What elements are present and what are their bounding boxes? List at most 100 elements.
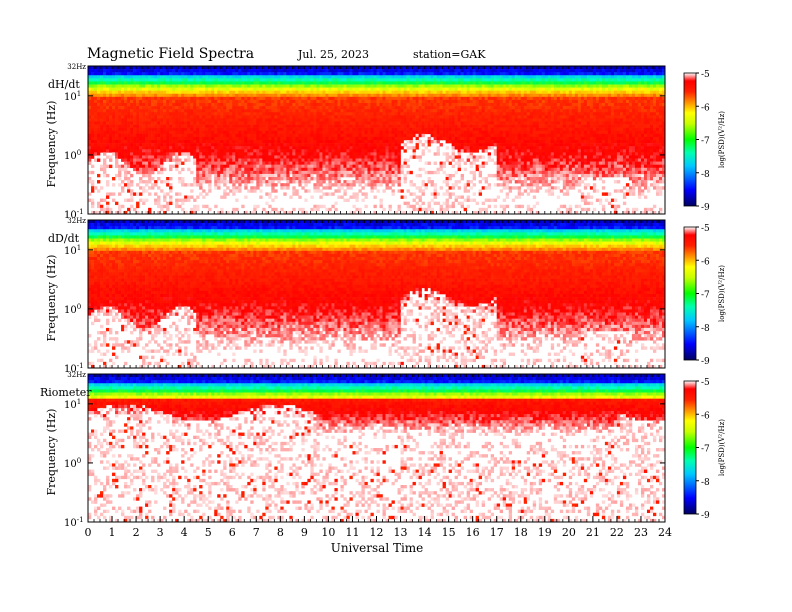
spectrogram-cell	[364, 118, 368, 122]
spectrogram-cell	[334, 161, 338, 165]
spectrogram-cell	[148, 115, 152, 119]
spectrogram-cell	[106, 146, 110, 150]
spectrogram-cell	[283, 152, 287, 156]
spectrogram-cell	[343, 124, 347, 128]
spectrogram-cell	[220, 177, 224, 181]
spectrogram-cell	[259, 84, 263, 88]
spectrogram-cell	[193, 78, 197, 82]
spectrogram-cell	[328, 207, 332, 212]
spectrogram-cell	[349, 96, 353, 101]
spectrogram-cell	[223, 121, 227, 125]
spectrogram-cell	[181, 124, 185, 128]
spectrogram-cell	[346, 186, 350, 190]
spectrogram-cell	[130, 158, 134, 162]
spectrogram-cell	[220, 124, 224, 128]
spectrogram-cell	[325, 81, 329, 85]
spectrogram-cell	[127, 164, 131, 169]
spectrogram-cell	[457, 81, 461, 85]
spectrogram-cell	[220, 115, 224, 119]
spectrogram-cell	[367, 177, 371, 181]
spectrogram-cell	[283, 164, 287, 169]
spectrogram-cell	[394, 103, 398, 107]
spectrogram-cell	[331, 112, 335, 116]
spectrogram-cell	[388, 109, 392, 113]
spectrogram-cell	[364, 195, 368, 199]
spectrogram-cell	[199, 158, 203, 162]
spectrogram-cell	[142, 81, 146, 85]
spectrogram-cell	[202, 109, 206, 113]
spectrogram-cell	[247, 189, 251, 193]
spectrogram-cell	[385, 121, 389, 125]
spectrogram-cell	[340, 75, 344, 79]
spectrogram-cell	[463, 189, 467, 193]
spectrogram-cell	[409, 204, 413, 209]
spectrogram-cell	[211, 155, 215, 159]
spectrogram-cell	[289, 87, 293, 91]
spectrogram-cell	[232, 72, 236, 76]
spectrogram-cell	[157, 75, 161, 79]
spectrogram-cell	[298, 170, 302, 175]
spectrogram-cell	[394, 106, 398, 110]
spectrogram-cell	[385, 177, 389, 181]
spectrogram-cell	[238, 109, 242, 113]
spectrogram-cell	[187, 183, 191, 187]
spectrogram-cell	[307, 115, 311, 119]
spectrogram-cell	[301, 127, 305, 132]
spectrogram-cell	[439, 75, 443, 79]
spectrogram-cell	[310, 66, 314, 70]
spectrogram-cell	[469, 72, 473, 76]
spectrogram-cell	[469, 164, 473, 169]
spectrogram-cell	[265, 121, 269, 125]
spectrogram-cell	[253, 189, 257, 193]
spectrogram-cell	[391, 87, 395, 91]
spectrogram-cell	[307, 78, 311, 82]
spectrogram-cell	[304, 173, 308, 178]
spectrogram-cell	[121, 152, 125, 156]
spectrogram-cell	[106, 124, 110, 128]
spectrogram-cell	[136, 124, 140, 128]
spectrogram-cell	[400, 103, 404, 107]
spectrogram-cell	[373, 121, 377, 125]
spectrogram-cell	[451, 133, 455, 138]
spectrogram-cell	[301, 155, 305, 159]
spectrogram-cell	[199, 167, 203, 172]
spectrogram-cell	[160, 115, 164, 119]
spectrogram-cell	[202, 143, 206, 147]
spectrogram-cell	[352, 93, 356, 98]
spectrogram-cell	[424, 130, 428, 135]
spectrogram-cell	[118, 109, 122, 113]
spectrogram-cell	[445, 183, 449, 187]
spectrogram-cell	[211, 146, 215, 150]
spectrogram-cell	[400, 115, 404, 119]
spectrogram-cell	[169, 115, 173, 119]
spectrogram-cell	[91, 136, 95, 141]
spectrogram-cell	[442, 96, 446, 101]
spectrogram-cell	[262, 177, 266, 181]
spectrogram-cell	[391, 66, 395, 70]
spectrogram-cell	[235, 170, 239, 175]
spectrogram-cell	[298, 112, 302, 116]
spectrogram-cell	[364, 93, 368, 98]
spectrogram-cell	[424, 96, 428, 101]
spectrogram-cell	[307, 189, 311, 193]
spectrogram-cell	[307, 140, 311, 144]
spectrogram-cell	[385, 103, 389, 107]
spectrogram-cell	[229, 118, 233, 122]
spectrogram-cell	[280, 118, 284, 122]
spectrogram-cell	[91, 204, 95, 209]
spectrogram-cell	[196, 87, 200, 91]
spectrogram-cell	[334, 84, 338, 88]
spectrogram-cell	[265, 115, 269, 119]
spectrogram-cell	[172, 81, 176, 85]
spectrogram-cell	[424, 170, 428, 175]
spectrogram-cell	[469, 124, 473, 128]
spectrogram-cell	[376, 170, 380, 175]
spectrogram-cell	[352, 146, 356, 150]
spectrogram-cell	[439, 87, 443, 91]
spectrogram-cell	[463, 207, 467, 212]
spectrogram-cell	[415, 75, 419, 79]
spectrogram-cell	[376, 143, 380, 147]
spectrogram-cell	[118, 130, 122, 135]
spectrogram-cell	[124, 115, 128, 119]
spectrogram-cell	[226, 109, 230, 113]
